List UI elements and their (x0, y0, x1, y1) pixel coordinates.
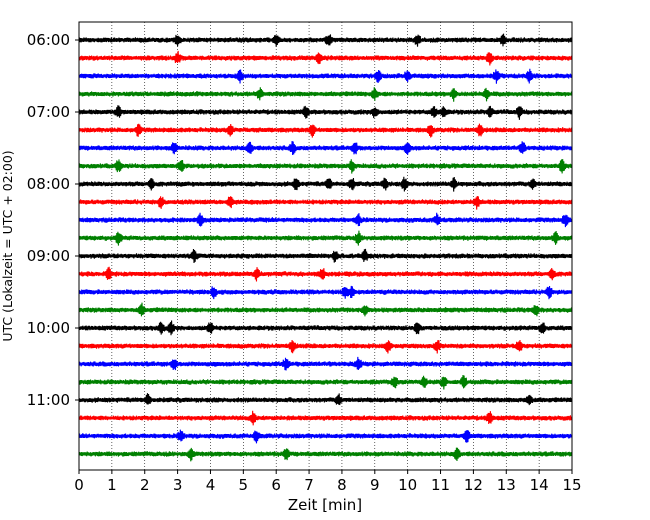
trace-0630 (78, 68, 573, 84)
y-axis: 06:00 07:00 08:00 09:00 10:00 11:00 (27, 31, 79, 409)
plot-frame (78, 21, 573, 471)
y-tick-label: 09:00 (27, 247, 70, 265)
x-tick-label: 6 (271, 476, 281, 494)
trace-1115 (78, 410, 573, 426)
trace-1045 (78, 375, 573, 390)
x-tick-label: 2 (140, 476, 150, 494)
trace-0715 (78, 123, 573, 138)
y-tick-label: 08:00 (27, 175, 70, 193)
grid-layer (78, 22, 573, 470)
x-tick-label: 0 (74, 476, 84, 494)
x-tick-label: 8 (337, 476, 347, 494)
y-tick-label: 11:00 (27, 391, 70, 409)
trace-1030 (78, 356, 573, 371)
x-tick-label: 1 (107, 476, 117, 494)
trace-0830 (78, 212, 573, 228)
x-tick-label: 10 (398, 476, 417, 494)
trace-0800 (78, 176, 573, 192)
x-tick-label: 4 (206, 476, 216, 494)
trace-0700 (78, 105, 573, 120)
trace-0730 (78, 141, 573, 155)
x-tick-label: 14 (530, 476, 549, 494)
x-tick-label: 11 (431, 476, 450, 494)
x-tick-label: 5 (239, 476, 249, 494)
trace-0645 (78, 87, 573, 102)
x-tick-label: 9 (370, 476, 380, 494)
trace-0815 (78, 196, 573, 210)
y-axis-label: UTC (Lokalzeit = UTC + 02:00) (0, 150, 15, 341)
y-tick-label: 07:00 (27, 103, 70, 121)
trace-1015 (78, 339, 573, 354)
x-axis: 0 1 2 3 4 5 6 7 8 9 10 11 12 13 14 15 (74, 470, 582, 494)
trace-1145 (78, 447, 573, 462)
trace-layer (78, 33, 573, 462)
x-axis-label: Zeit [min] (288, 496, 362, 514)
x-tick-label: 7 (304, 476, 314, 494)
trace-0845 (78, 230, 573, 246)
trace-0615 (78, 50, 573, 66)
x-tick-label: 13 (497, 476, 516, 494)
trace-0945 (78, 302, 573, 317)
x-tick-label: 12 (464, 476, 483, 494)
trace-0745 (78, 159, 573, 174)
y-tick-label: 10:00 (27, 319, 70, 337)
trace-0915 (78, 266, 573, 282)
y-tick-label: 06:00 (27, 31, 70, 49)
x-tick-label: 3 (173, 476, 183, 494)
trace-0900 (78, 248, 573, 264)
trace-0600 (78, 33, 573, 47)
trace-0930 (78, 285, 573, 300)
trace-1100 (78, 393, 573, 406)
trace-1130 (78, 429, 573, 444)
trace-1000 (78, 320, 573, 336)
x-tick-label: 15 (562, 476, 581, 494)
